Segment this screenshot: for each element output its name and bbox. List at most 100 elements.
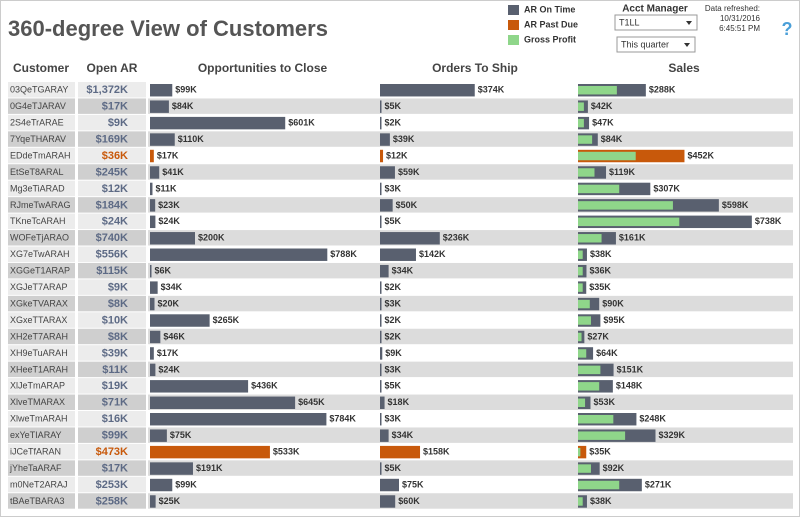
column-header: Customer (13, 61, 69, 75)
value-label: $151K (617, 364, 644, 374)
bar (150, 116, 286, 130)
customer-name: m0NeT2ARAJ (10, 479, 68, 489)
profit-bar (578, 447, 581, 457)
value-label: $84K (172, 101, 194, 111)
customer-cell (8, 460, 75, 476)
customer-name: XH2eT7ARAH (10, 331, 68, 341)
bar (150, 166, 160, 179)
row-band (148, 427, 793, 443)
value-label: $248K (639, 414, 666, 424)
open-ar: $184K (96, 199, 128, 211)
value-label: $24K (158, 364, 180, 374)
legend-swatch (508, 5, 519, 15)
bar (150, 445, 270, 459)
open-ar: $473K (96, 446, 128, 458)
value-label: $158K (423, 447, 450, 457)
ar-cell (78, 246, 146, 262)
profit-bar (578, 266, 583, 276)
value-label: $18K (388, 397, 410, 407)
open-ar: $17K (102, 101, 128, 113)
open-ar: $115K (96, 265, 128, 277)
value-label: $38K (590, 496, 612, 506)
value-label: $329K (658, 430, 685, 440)
customer-name: XH9eTuARAH (10, 348, 68, 358)
open-ar: $8K (108, 298, 128, 310)
value-label: $35K (589, 447, 611, 457)
row-band (148, 361, 793, 378)
customer-cell (8, 411, 75, 427)
value-label: $53K (593, 397, 615, 407)
profit-bar (578, 480, 620, 490)
ar-cell (78, 180, 146, 197)
bar (380, 133, 390, 146)
value-label: $452K (687, 150, 714, 160)
legend-swatch (508, 35, 519, 45)
profit-bar (578, 431, 626, 440)
value-label: $34K (392, 430, 414, 440)
value-label: $3K (385, 414, 402, 424)
ar-cell (78, 295, 146, 312)
value-label: $788K (330, 249, 357, 259)
profit-bar (578, 283, 583, 292)
bar (150, 149, 154, 163)
refresh-date: 10/31/2016 (720, 14, 761, 23)
ar-cell (78, 411, 146, 427)
ar-cell (78, 493, 146, 509)
manager-dropdown[interactable] (614, 14, 698, 31)
bar (380, 380, 382, 393)
title: 360-degree View of Customers (8, 16, 328, 41)
ar-cell (78, 131, 146, 147)
customer-name: 0G4eTJARAV (10, 101, 66, 111)
open-ar: $8K (108, 331, 128, 343)
open-ar: $71K (102, 397, 128, 409)
value-label: $5K (385, 101, 402, 111)
value-label: $95K (603, 315, 625, 325)
value-label: $64K (596, 348, 618, 358)
bar (380, 297, 382, 311)
customer-name: RJmeTwARAG (10, 200, 71, 210)
help-icon[interactable]: ? (782, 19, 793, 39)
customer-cell (8, 262, 75, 279)
customer-cell (8, 328, 75, 345)
column-header: Opportunities to Close (198, 61, 328, 75)
ar-cell (78, 197, 146, 213)
open-ar: $9K (108, 117, 128, 129)
value-label: $3K (385, 364, 402, 374)
bar (380, 445, 421, 459)
legend-label: AR On Time (524, 4, 575, 14)
bar (380, 347, 383, 360)
ar-cell (78, 262, 146, 279)
legend-swatch (508, 20, 519, 30)
value-label: $39K (393, 134, 415, 144)
period-dropdown[interactable] (616, 36, 696, 53)
profit-bar (578, 464, 591, 473)
customer-cell (8, 493, 75, 509)
customer-cell (8, 98, 75, 114)
bar (380, 330, 382, 344)
value-label: $161K (619, 233, 646, 243)
ar-cell (78, 443, 146, 460)
customer-cell (8, 213, 75, 230)
value-label: $34K (392, 266, 414, 276)
bar (150, 495, 156, 508)
customer-cell (8, 246, 75, 262)
value-label: $5K (385, 463, 402, 473)
value-label: $119K (609, 167, 636, 177)
open-ar: $740K (96, 232, 128, 244)
value-label: $645K (298, 397, 325, 407)
open-ar: $253K (96, 479, 128, 491)
customer-name: XGkeTVARAX (10, 298, 68, 308)
customer-name: 2S4eTrARAE (10, 118, 64, 128)
profit-bar (578, 415, 614, 424)
bar (150, 281, 158, 294)
value-label: $598K (722, 200, 749, 210)
value-label: $148K (616, 381, 643, 391)
refresh-time: 6:45:51 PM (719, 24, 760, 33)
bar (150, 462, 193, 475)
filter-label: Acct Manager (622, 4, 688, 15)
bar (150, 232, 195, 245)
bar (150, 478, 173, 492)
customer-cell (8, 361, 75, 378)
bar (380, 429, 389, 442)
value-label: $288K (649, 85, 676, 95)
